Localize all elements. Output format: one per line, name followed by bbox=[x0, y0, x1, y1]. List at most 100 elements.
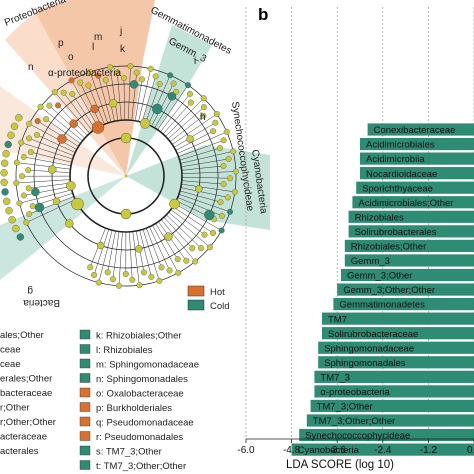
bar bbox=[318, 356, 474, 369]
node-key-item: ceae bbox=[0, 345, 21, 356]
branch bbox=[177, 131, 227, 154]
leaf-node bbox=[200, 112, 207, 119]
branch bbox=[181, 165, 224, 171]
cold-clade-sector-gemm bbox=[126, 25, 212, 176]
node-key-item: r;Other;Other bbox=[0, 417, 56, 428]
branch bbox=[166, 214, 202, 249]
bar bbox=[318, 341, 474, 354]
branch bbox=[80, 82, 102, 126]
x-tick-label: -6.0 bbox=[237, 445, 255, 456]
chart-bars bbox=[291, 123, 474, 456]
branch bbox=[181, 171, 236, 174]
inner-node bbox=[186, 135, 194, 143]
leaf-node bbox=[231, 188, 238, 195]
bar bbox=[337, 283, 474, 296]
bar bbox=[348, 210, 474, 223]
bar-label: Rhizobiales;Other bbox=[351, 242, 427, 253]
branch bbox=[93, 229, 110, 276]
panel-label: b bbox=[258, 5, 268, 24]
bar-label: Gemm_3;Other;Other bbox=[343, 285, 435, 296]
leaf-node bbox=[43, 116, 50, 123]
inner-node bbox=[96, 241, 105, 250]
leaf-node bbox=[26, 135, 33, 142]
bar bbox=[348, 225, 474, 238]
leaf-node bbox=[1, 188, 9, 196]
legend-cold-label: Cold bbox=[210, 301, 230, 312]
inner-node bbox=[90, 104, 99, 114]
branch bbox=[170, 115, 204, 142]
branch bbox=[98, 75, 112, 123]
branch bbox=[174, 203, 222, 231]
bar-label: Gemmatimonadetes bbox=[339, 300, 425, 311]
leaf-node bbox=[23, 219, 30, 226]
leaf-node bbox=[129, 276, 136, 283]
branch bbox=[118, 231, 123, 286]
branch bbox=[145, 83, 160, 124]
x-axis-ticks: -6.0 -4.8 -3.6 -2.4 -1.2 0.0 bbox=[237, 439, 474, 456]
branch bbox=[107, 230, 116, 273]
inner-node bbox=[120, 208, 132, 220]
leaf-node bbox=[223, 128, 230, 135]
branch bbox=[162, 102, 192, 135]
branch bbox=[134, 79, 143, 121]
branch bbox=[181, 176, 230, 179]
leaf-node bbox=[16, 233, 25, 241]
branch bbox=[141, 76, 156, 123]
branch bbox=[167, 106, 205, 140]
branch bbox=[36, 134, 76, 153]
node-letter-n: n bbox=[28, 62, 34, 73]
leaf-node bbox=[37, 103, 44, 110]
x-tick-label: -1.2 bbox=[420, 445, 438, 456]
branch bbox=[148, 75, 171, 125]
branch bbox=[132, 231, 140, 286]
leaf-node bbox=[109, 276, 116, 283]
node-key-item: r: Pseudomonadales bbox=[96, 432, 183, 443]
bar bbox=[367, 123, 474, 136]
leaf-node bbox=[201, 231, 208, 238]
leaf-node bbox=[68, 77, 75, 84]
x-tick-label: -2.4 bbox=[374, 445, 392, 456]
bar-label: Solirubrobacteraceae bbox=[328, 329, 418, 340]
node-key-swatch bbox=[79, 431, 91, 441]
leaf-node bbox=[4, 140, 12, 149]
bar-label: Acidimicrobiia bbox=[366, 154, 425, 165]
leaf-node bbox=[20, 153, 27, 160]
bar bbox=[291, 443, 474, 456]
leaf-node bbox=[206, 244, 213, 251]
branch bbox=[149, 226, 170, 271]
branch bbox=[30, 151, 72, 163]
bar bbox=[352, 196, 474, 209]
leaf-node bbox=[20, 192, 27, 199]
node-key-swatch bbox=[79, 344, 91, 354]
root-node bbox=[124, 174, 128, 178]
leaf-node bbox=[25, 167, 32, 174]
leaf-node bbox=[0, 159, 9, 167]
leaf-node bbox=[127, 63, 134, 70]
inner-node bbox=[139, 118, 151, 129]
bar bbox=[333, 298, 474, 311]
leaf-node bbox=[183, 257, 190, 264]
node-letter-i: i bbox=[194, 56, 196, 67]
leaf-node bbox=[174, 256, 181, 263]
leaf-node bbox=[95, 72, 102, 79]
leaf-node bbox=[166, 267, 173, 274]
leaf-node bbox=[197, 245, 204, 252]
inner-node bbox=[135, 245, 143, 253]
branch bbox=[181, 180, 224, 185]
bar bbox=[344, 239, 474, 252]
leaf-node bbox=[227, 208, 234, 215]
branch bbox=[71, 80, 99, 128]
leaf-node bbox=[0, 178, 8, 187]
leaf-node bbox=[217, 199, 224, 206]
node-key-item: k: Rhizobiales;Other bbox=[96, 331, 182, 342]
node-letter-h: h bbox=[200, 112, 206, 123]
leaf-node bbox=[225, 155, 232, 162]
leaf-node bbox=[167, 72, 174, 79]
chart-bar-labels: ProteobacteriaOxalobacteraceaeBurkholder… bbox=[298, 125, 456, 456]
bar-label: Gemm_3 bbox=[351, 256, 390, 267]
node-key-item: s: TM7_3;Other bbox=[96, 447, 162, 458]
leaf-node bbox=[34, 118, 41, 125]
leaf-node bbox=[34, 131, 41, 138]
inner-node bbox=[52, 197, 61, 206]
bar-label: α-proteobacteria bbox=[320, 387, 390, 398]
